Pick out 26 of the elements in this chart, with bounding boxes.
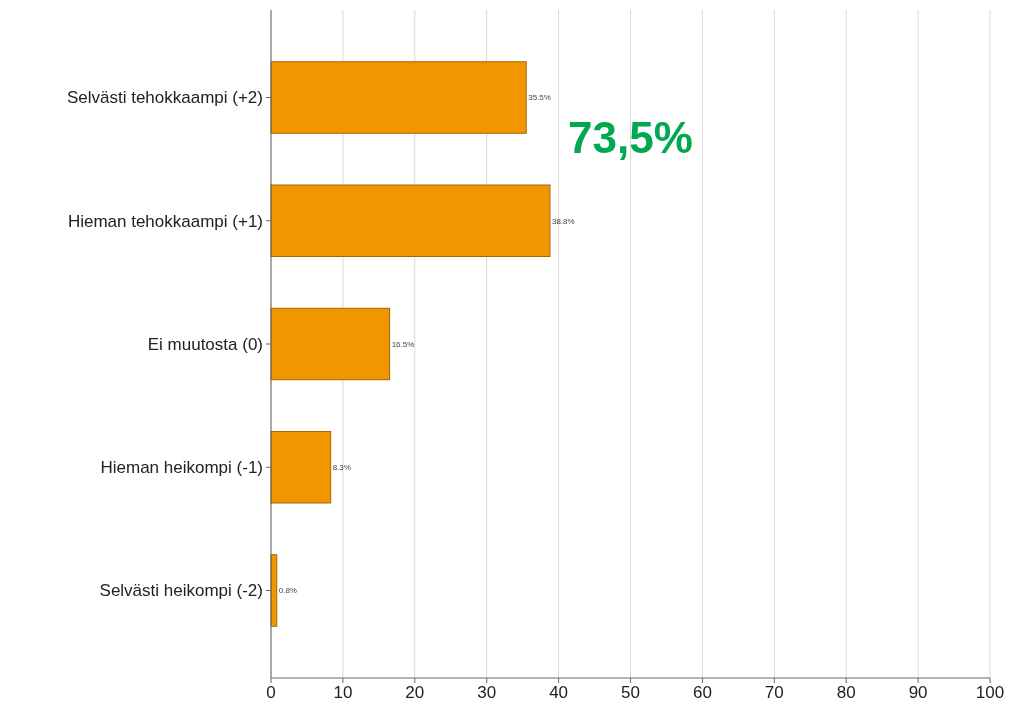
y-tick-label: Hieman tehokkaampi (+1) bbox=[67, 211, 263, 231]
data-label: 0.8% bbox=[278, 586, 297, 596]
x-tick-label: 80 bbox=[836, 683, 856, 702]
data-label: 16.5% bbox=[391, 339, 415, 349]
y-tick-label: Ei muutosta (0) bbox=[147, 334, 263, 354]
x-tick-label: 50 bbox=[621, 683, 640, 702]
x-tick-label: 70 bbox=[764, 683, 784, 702]
x-tick-label: 20 bbox=[405, 683, 425, 702]
x-tick-label: 0 bbox=[266, 683, 276, 702]
data-label: 8.3% bbox=[332, 463, 351, 473]
data-label: 35.5% bbox=[528, 93, 551, 103]
data-label: 38.8% bbox=[551, 216, 575, 226]
bar bbox=[270, 307, 391, 381]
bar bbox=[270, 431, 332, 504]
x-tick-label: 60 bbox=[692, 683, 712, 702]
x-tick-label: 40 bbox=[549, 683, 569, 702]
x-tick-label: 30 bbox=[477, 683, 497, 702]
bar bbox=[270, 184, 551, 257]
y-tick-label: Hieman heikompi (-1) bbox=[100, 458, 263, 478]
y-tick-label: Selvästi tehokkaampi (+2) bbox=[66, 88, 263, 108]
x-tick-label: 90 bbox=[908, 683, 928, 702]
annotation: 73,5% bbox=[568, 113, 693, 162]
bar bbox=[270, 61, 527, 134]
x-tick-label: 100 bbox=[975, 683, 1005, 702]
y-tick-label: Selvästi heikompi (-2) bbox=[99, 581, 263, 601]
x-tick-label: 10 bbox=[333, 683, 353, 702]
